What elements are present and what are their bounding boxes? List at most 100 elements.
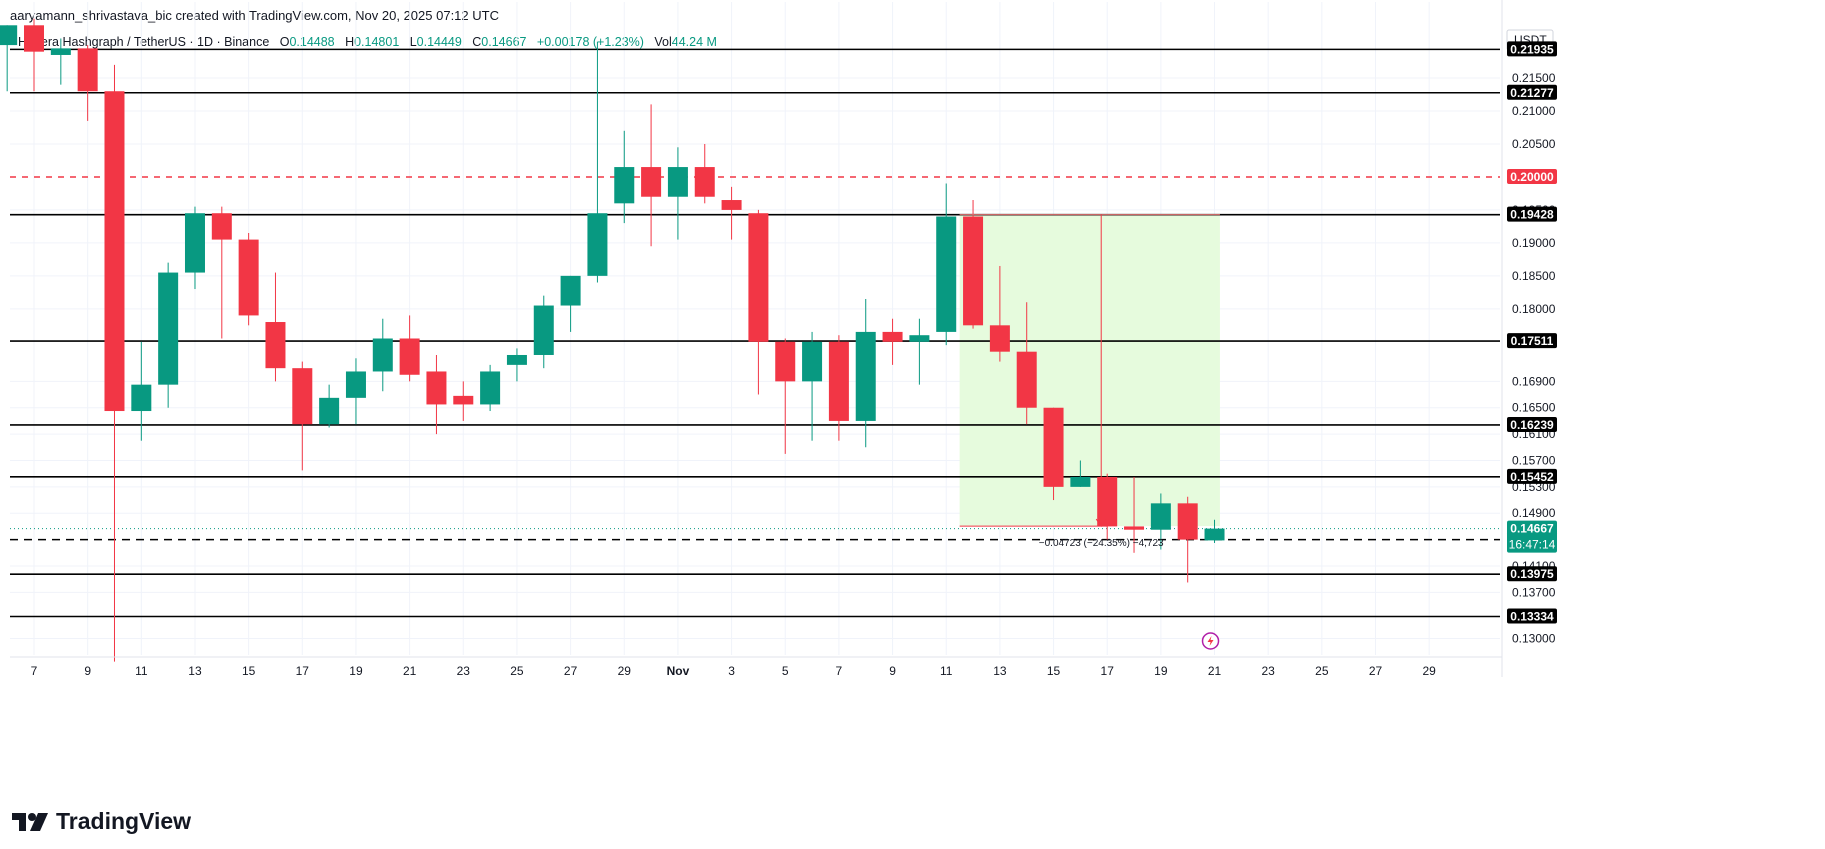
candle-body [292, 368, 313, 425]
level-badge-text: 0.17511 [1511, 334, 1554, 348]
candle-body [587, 213, 608, 276]
tradingview-brand: TradingView [56, 808, 192, 834]
tradingview-logo[interactable]: TradingView [12, 808, 191, 835]
candle-body [0, 25, 18, 46]
level-badge-text: 0.13334 [1510, 609, 1554, 623]
candle-body [989, 325, 1010, 352]
legend-open-value: 0.14488 [289, 35, 335, 49]
last-price-badge-countdown: 16:47:14 [1509, 538, 1556, 552]
candle-body [319, 397, 340, 425]
time-tick-label: 7 [836, 664, 843, 678]
candle-body [909, 335, 930, 342]
candle-body [104, 91, 125, 412]
time-tick-label: 13 [993, 664, 1007, 678]
candle-body [158, 272, 179, 385]
candle-body [936, 216, 957, 332]
candle-body [238, 239, 259, 316]
time-tick-label: 5 [782, 664, 789, 678]
time-tick-label: 23 [1262, 664, 1276, 678]
measurement-tool: −0.04723 (−24.35%) −4,723 [959, 214, 1220, 549]
candle-body [1016, 351, 1037, 408]
candle-body [50, 48, 71, 55]
level-badge-text: 0.19428 [1510, 208, 1554, 222]
legend-symbol[interactable]: Hedera Hashgraph / TetherUS · 1D · Binan… [18, 35, 270, 49]
time-tick-label: 17 [1101, 664, 1115, 678]
price-tick-label: 0.13000 [1512, 632, 1556, 646]
candle-body [694, 167, 715, 197]
candle-body [345, 371, 366, 398]
price-tick-label: 0.16500 [1512, 401, 1556, 415]
measurement-zone [959, 214, 1220, 527]
price-tick-label: 0.14900 [1512, 506, 1556, 520]
price-tick-label: 0.18500 [1512, 269, 1556, 283]
level-badge-bg [1507, 468, 1557, 484]
level-badge-bg [1507, 168, 1557, 184]
candle-body [1150, 503, 1171, 530]
level-badge-bg [1507, 333, 1557, 349]
price-badges: 0.21935 0.21277 0.20000 0.19428 0.17511 0.162… [1507, 41, 1557, 624]
legend-low-label: L [409, 35, 417, 49]
axes: 0.215000.210000.205000.195000.190000.185… [10, 0, 1556, 678]
candle-body [372, 338, 393, 372]
time-tick-label: 17 [296, 664, 310, 678]
time-tick-label: 7 [31, 664, 38, 678]
level-badge-bg [1507, 84, 1557, 100]
candle-body [453, 395, 474, 405]
candle-body [24, 25, 44, 52]
time-tick-label: 19 [349, 664, 363, 678]
time-tick-label: 25 [510, 664, 524, 678]
candle-body [399, 338, 420, 375]
candle-body [426, 371, 447, 405]
candle-body [265, 322, 286, 369]
time-tick-label: 21 [403, 664, 417, 678]
legend-open-label: O [279, 35, 290, 49]
lightning-bolt [1207, 636, 1214, 646]
time-tick-label: 9 [889, 664, 896, 678]
last-price-badge-bg [1507, 520, 1557, 553]
legend-change: +0.00178 (+1.23%) [536, 35, 644, 49]
candle-body [1204, 528, 1225, 541]
level-badge-text: 0.21277 [1510, 86, 1554, 100]
legend-volume-value: 44.24 M [671, 35, 717, 49]
level-badge-text: 0.13975 [1510, 567, 1554, 581]
time-tick-label: 25 [1315, 664, 1329, 678]
time-tick-label: 19 [1154, 664, 1168, 678]
level-badge-bg [1507, 41, 1557, 57]
price-tick-label: 0.21500 [1512, 71, 1556, 85]
candle-body [614, 167, 635, 204]
price-tick-label: 0.16900 [1512, 374, 1556, 388]
level-badge-text: 0.15452 [1510, 470, 1554, 484]
time-tick-label: 29 [618, 664, 632, 678]
level-badge-text: 0.16239 [1510, 418, 1554, 432]
level-badge-text: 0.20000 [1510, 170, 1554, 184]
candle-body [855, 331, 876, 421]
candle-body [882, 331, 903, 342]
candle-body [963, 216, 984, 326]
candle-body [828, 341, 849, 421]
time-tick-label: 15 [1047, 664, 1061, 678]
time-tick-label: 13 [188, 664, 202, 678]
legend-low-value: 0.14449 [416, 35, 462, 49]
price-tick-label: 0.19000 [1512, 236, 1556, 250]
time-tick-label: 23 [457, 664, 471, 678]
measure-arrow-head [1095, 518, 1107, 527]
candle-body [480, 371, 501, 405]
candle-body [131, 384, 152, 412]
candle-body [802, 341, 823, 382]
time-tick-label: 15 [242, 664, 256, 678]
level-badge-bg [1507, 566, 1557, 582]
price-chart[interactable]: −0.04723 (−24.35%) −4,723 0.21500 0.21000… [0, 0, 1825, 800]
legend-high-value: 0.14801 [354, 35, 400, 49]
time-tick-label: 27 [1369, 664, 1383, 678]
measurement-label: −0.04723 (−24.35%) −4,723 [1039, 538, 1164, 549]
price-tick-label: 0.13700 [1512, 585, 1556, 599]
legend-volume-label: Vol [654, 35, 672, 49]
candles [0, 18, 1225, 662]
candle-body [560, 275, 581, 306]
candle-body [775, 341, 796, 382]
candle-body [1043, 407, 1064, 487]
time-tick-label: 27 [564, 664, 578, 678]
price-tick-label: 0.18000 [1512, 302, 1556, 316]
level-badge-text: 0.21935 [1510, 42, 1554, 56]
time-tick-label: Nov [667, 664, 690, 678]
